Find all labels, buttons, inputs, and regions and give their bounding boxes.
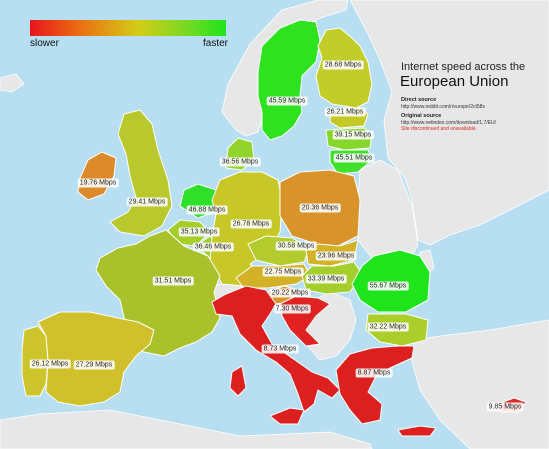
africa-land: [0, 409, 373, 449]
speed-label-hungary: 33.39 Mbps: [305, 274, 347, 284]
speed-label-bulgaria: 32.22 Mbps: [367, 322, 409, 332]
direct-source-url: http://www.reddit.com/r/europe/2ct58s: [401, 104, 485, 110]
speed-label-france: 31.51 Mbps: [152, 276, 194, 286]
speed-legend-bar: [30, 20, 226, 36]
country-ireland: [77, 151, 117, 201]
speed-label-slovenia: 20.22 Mbps: [269, 288, 311, 298]
speed-label-lithuania: 45.51 Mbps: [333, 153, 375, 163]
original-source-url: http://www.netindex.com/download/1,7/EU/: [401, 120, 497, 126]
speed-label-belgium: 35.13 Mbps: [178, 227, 220, 237]
speed-label-cyprus: 9.85 Mbps: [486, 402, 524, 412]
speed-label-ireland: 19.76 Mbps: [77, 178, 119, 188]
speed-label-germany: 26.78 Mbps: [230, 219, 272, 229]
speed-label-netherlands: 46.88 Mbps: [186, 205, 228, 215]
speed-label-sweden: 45.59 Mbps: [266, 96, 308, 106]
speed-label-estonia: 26.21 Mbps: [324, 107, 366, 117]
speed-label-romania: 55.67 Mbps: [367, 281, 409, 291]
iceland-land: [0, 73, 25, 93]
legend-faster-label: faster: [203, 38, 229, 49]
speed-label-greece: 8.87 Mbps: [355, 368, 393, 378]
speed-label-uk: 29.41 Mbps: [126, 197, 168, 207]
speed-label-croatia: 7.30 Mbps: [273, 304, 311, 314]
speed-label-poland: 20.36 Mbps: [299, 203, 341, 213]
source-discontinued-note: Site discontinued and unavailable.: [401, 126, 477, 132]
speed-label-czech: 30.58 Mbps: [275, 241, 317, 251]
country-italy-sardinia: [229, 365, 247, 397]
country-greece-crete: [397, 425, 437, 437]
speed-label-luxembourg: 36.46 Mbps: [192, 242, 234, 252]
speed-label-spain: 27.29 Mbps: [73, 360, 115, 370]
country-italy-sicily: [269, 407, 305, 425]
map-title-line2: European Union: [400, 73, 509, 90]
country-romania: [351, 249, 431, 313]
speed-label-finland: 28.68 Mbps: [322, 60, 364, 70]
direct-source-heading: Direct source: [401, 97, 437, 103]
eu-countries: [21, 19, 527, 437]
speed-label-portugal: 26.12 Mbps: [29, 359, 71, 369]
country-spain: [37, 311, 155, 407]
russia-land: [349, 0, 549, 246]
speed-label-latvia: 39.15 Mbps: [332, 130, 374, 140]
speed-label-slovakia: 23.96 Mbps: [315, 251, 357, 261]
turkey-land: [411, 319, 549, 449]
speed-label-austria: 22.75 Mbps: [262, 267, 304, 277]
country-sweden: [257, 19, 321, 141]
speed-label-denmark: 36.56 Mbps: [219, 157, 261, 167]
legend-slower-label: slower: [30, 38, 59, 49]
map-title-line1: Internet speed across the: [401, 61, 526, 73]
speed-label-italy: 8.73 Mbps: [261, 344, 299, 354]
original-source-heading: Original source: [401, 113, 442, 119]
